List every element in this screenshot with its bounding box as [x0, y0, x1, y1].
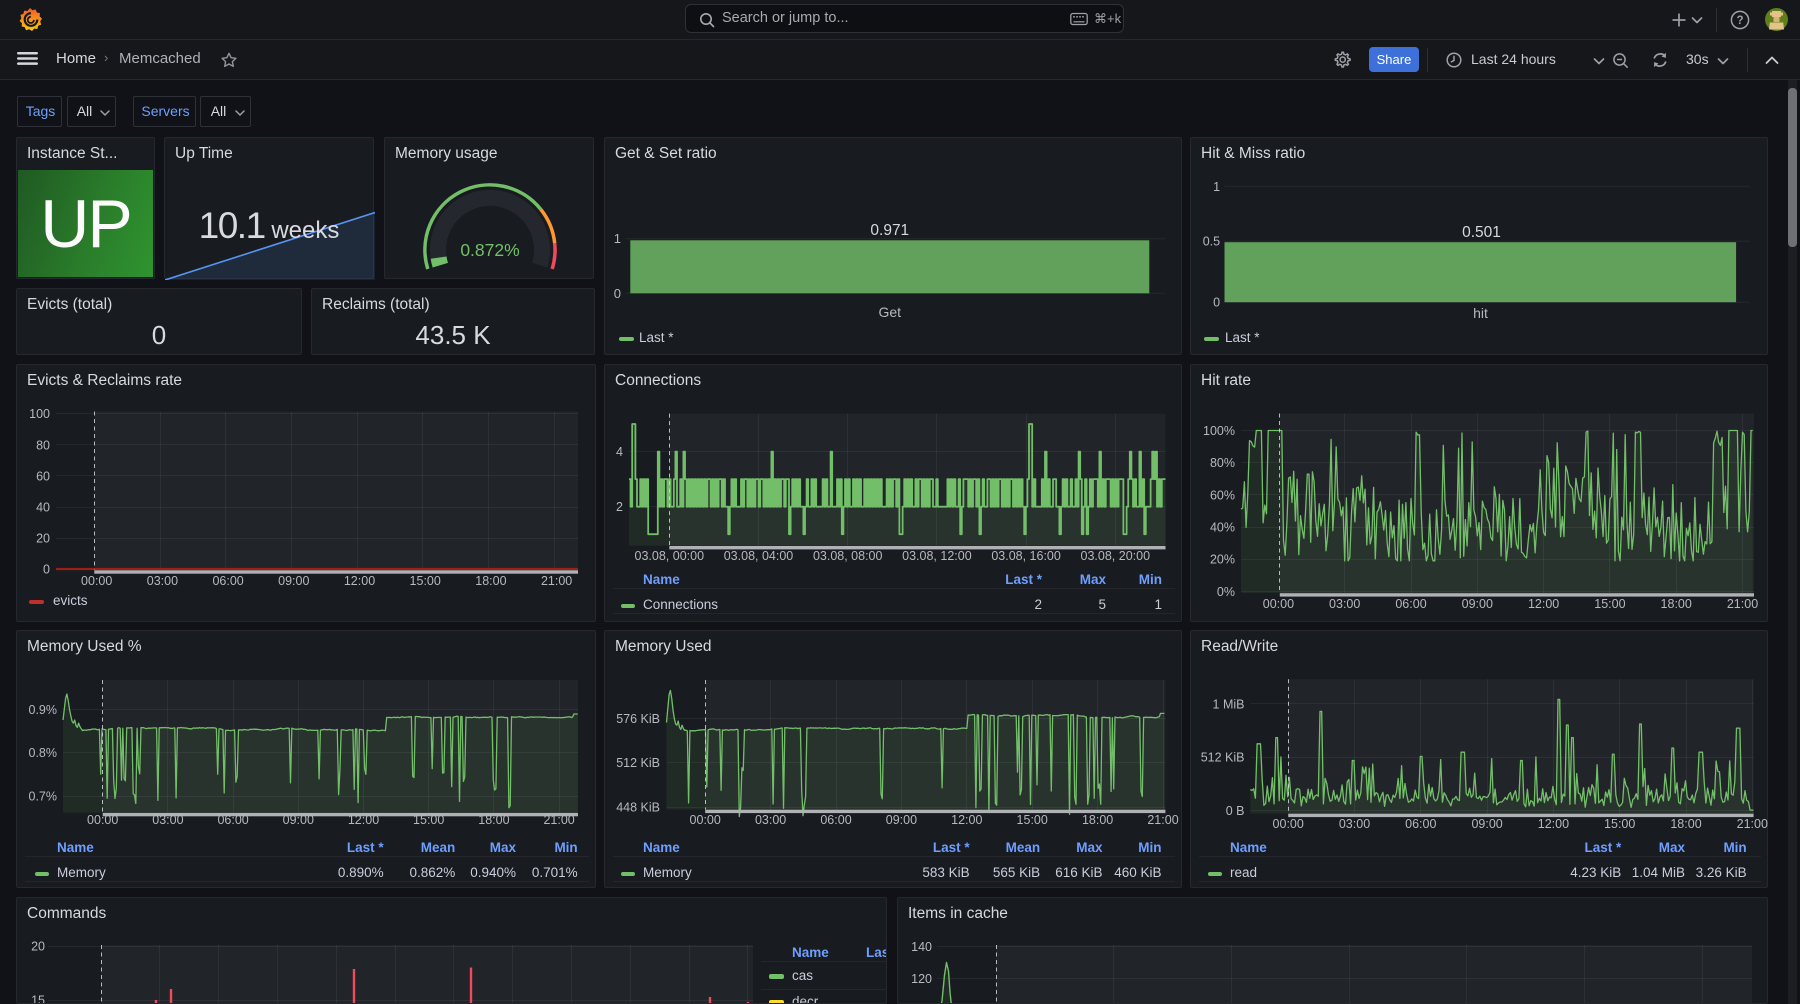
svg-text:03.08, 04:00: 03.08, 04:00: [724, 549, 794, 563]
svg-text:15:00: 15:00: [413, 813, 444, 827]
svg-text:40: 40: [36, 501, 50, 515]
svg-text:18:00: 18:00: [1670, 817, 1701, 831]
svg-text:0: 0: [43, 563, 50, 577]
svg-text:03:00: 03:00: [755, 813, 786, 827]
svg-text:40%: 40%: [1210, 521, 1235, 535]
svg-text:06:00: 06:00: [1395, 597, 1426, 611]
svg-text:12:00: 12:00: [1528, 597, 1559, 611]
svg-text:448 KiB: 448 KiB: [616, 801, 660, 815]
svg-text:06:00: 06:00: [217, 813, 248, 827]
svg-text:120: 120: [911, 972, 932, 986]
svg-text:80: 80: [36, 438, 50, 452]
svg-text:0.7%: 0.7%: [29, 790, 58, 804]
svg-text:18:00: 18:00: [478, 813, 509, 827]
svg-text:576 KiB: 576 KiB: [616, 712, 660, 726]
svg-text:09:00: 09:00: [283, 813, 314, 827]
svg-text:03.08, 00:00: 03.08, 00:00: [635, 549, 705, 563]
svg-text:12:00: 12:00: [348, 813, 379, 827]
svg-text:0 B: 0 B: [1226, 804, 1245, 818]
svg-text:60: 60: [36, 469, 50, 483]
svg-text:1: 1: [614, 231, 621, 246]
svg-text:140: 140: [911, 940, 932, 954]
svg-text:18:00: 18:00: [1082, 813, 1113, 827]
svg-text:06:00: 06:00: [820, 813, 851, 827]
svg-text:12:00: 12:00: [344, 574, 375, 588]
svg-text:hit: hit: [1473, 305, 1488, 321]
svg-text:21:00: 21:00: [543, 813, 574, 827]
svg-text:512 KiB: 512 KiB: [616, 756, 660, 770]
svg-text:0.501: 0.501: [1462, 224, 1501, 241]
svg-text:15:00: 15:00: [1604, 817, 1635, 831]
svg-text:18:00: 18:00: [475, 574, 506, 588]
svg-text:00:00: 00:00: [1263, 597, 1294, 611]
svg-text:0: 0: [614, 286, 621, 301]
svg-text:03.08, 16:00: 03.08, 16:00: [991, 549, 1061, 563]
svg-text:?: ?: [1736, 15, 1743, 27]
svg-text:0.872%: 0.872%: [460, 240, 519, 260]
svg-text:0.8%: 0.8%: [29, 746, 58, 760]
svg-text:0.5: 0.5: [1203, 235, 1220, 249]
svg-text:03:00: 03:00: [1339, 817, 1370, 831]
svg-text:03.08, 12:00: 03.08, 12:00: [902, 549, 972, 563]
svg-text:12:00: 12:00: [1538, 817, 1569, 831]
svg-text:2: 2: [616, 500, 623, 514]
svg-text:0.971: 0.971: [870, 222, 909, 239]
svg-text:80%: 80%: [1210, 456, 1235, 470]
svg-text:03.08, 20:00: 03.08, 20:00: [1081, 549, 1151, 563]
svg-text:512 KiB: 512 KiB: [1201, 751, 1245, 765]
svg-text:06:00: 06:00: [1405, 817, 1436, 831]
svg-text:20: 20: [31, 940, 45, 954]
svg-text:21:00: 21:00: [1737, 817, 1768, 831]
svg-text:0.9%: 0.9%: [29, 703, 58, 717]
svg-text:00:00: 00:00: [81, 574, 112, 588]
svg-text:21:00: 21:00: [541, 574, 572, 588]
svg-text:1: 1: [1213, 180, 1220, 194]
svg-text:15:00: 15:00: [1017, 813, 1048, 827]
svg-text:21:00: 21:00: [1147, 813, 1178, 827]
svg-text:15:00: 15:00: [410, 574, 441, 588]
svg-text:100: 100: [29, 407, 50, 421]
svg-text:09:00: 09:00: [278, 574, 309, 588]
svg-text:Get: Get: [879, 304, 902, 320]
svg-text:09:00: 09:00: [1471, 817, 1502, 831]
svg-text:100%: 100%: [1203, 424, 1235, 438]
svg-text:60%: 60%: [1210, 488, 1235, 502]
svg-text:00:00: 00:00: [87, 813, 118, 827]
svg-text:20: 20: [36, 532, 50, 546]
svg-text:0: 0: [1213, 296, 1220, 310]
svg-text:00:00: 00:00: [1273, 817, 1304, 831]
svg-text:03:00: 03:00: [147, 574, 178, 588]
svg-text:09:00: 09:00: [1462, 597, 1493, 611]
svg-text:03:00: 03:00: [1329, 597, 1360, 611]
svg-text:06:00: 06:00: [212, 574, 243, 588]
svg-text:21:00: 21:00: [1727, 597, 1758, 611]
svg-text:03.08, 08:00: 03.08, 08:00: [813, 549, 883, 563]
svg-text:0%: 0%: [1217, 585, 1235, 599]
svg-text:4: 4: [616, 445, 623, 459]
svg-text:00:00: 00:00: [690, 813, 721, 827]
svg-text:1 MiB: 1 MiB: [1213, 697, 1245, 711]
svg-text:09:00: 09:00: [886, 813, 917, 827]
svg-text:03:00: 03:00: [152, 813, 183, 827]
svg-text:15: 15: [31, 994, 45, 1004]
svg-text:20%: 20%: [1210, 553, 1235, 567]
svg-text:15:00: 15:00: [1594, 597, 1625, 611]
svg-text:12:00: 12:00: [951, 813, 982, 827]
svg-text:18:00: 18:00: [1661, 597, 1692, 611]
